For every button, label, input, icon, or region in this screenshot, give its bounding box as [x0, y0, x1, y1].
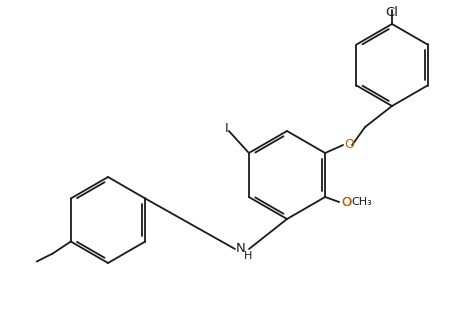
Text: O: O [341, 196, 351, 209]
Text: I: I [225, 122, 228, 135]
Text: H: H [244, 251, 252, 261]
Text: Cl: Cl [386, 6, 399, 19]
Text: N: N [236, 242, 246, 255]
Text: O: O [341, 196, 352, 209]
Text: CH₃: CH₃ [351, 197, 372, 207]
Text: O: O [344, 139, 354, 152]
